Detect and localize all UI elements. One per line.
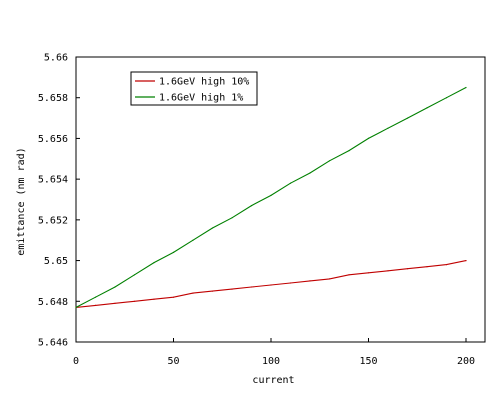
data-point bbox=[211, 227, 214, 229]
data-point bbox=[114, 302, 116, 304]
y-axis-title: emittance (nm rad) bbox=[16, 147, 27, 255]
y-tick-label: 5.654 bbox=[38, 175, 68, 186]
data-point bbox=[387, 127, 389, 129]
data-point bbox=[153, 298, 155, 300]
x-tick-label: 150 bbox=[359, 356, 377, 367]
x-axis-title: current bbox=[252, 375, 294, 386]
data-point bbox=[75, 306, 77, 308]
data-point bbox=[114, 286, 116, 288]
data-point bbox=[231, 288, 233, 290]
y-tick-label: 5.65 bbox=[44, 256, 68, 267]
data-point bbox=[309, 172, 311, 174]
data-point bbox=[270, 284, 272, 286]
data-point bbox=[153, 262, 155, 264]
data-point bbox=[192, 292, 194, 294]
data-point bbox=[172, 296, 175, 298]
data-point bbox=[387, 270, 389, 272]
plot-frame bbox=[75, 56, 486, 343]
data-point bbox=[406, 117, 409, 119]
data-point bbox=[445, 97, 448, 99]
data-point bbox=[309, 280, 311, 282]
data-point bbox=[231, 217, 233, 219]
data-point bbox=[270, 194, 272, 196]
data-point bbox=[211, 290, 214, 292]
legend-label-2: 1.6GeV high 1% bbox=[159, 93, 243, 104]
y-tick-label: 5.652 bbox=[38, 215, 68, 226]
legend-box bbox=[130, 71, 258, 106]
data-point bbox=[348, 150, 350, 152]
x-tick-label: 200 bbox=[457, 356, 475, 367]
data-point bbox=[406, 268, 409, 270]
axes: 5.646 5.648 5.65 5.652 5.654 5.656 5.658 5.66 0 5… bbox=[38, 53, 486, 367]
x-tick-label: 0 bbox=[73, 356, 79, 367]
data-point bbox=[94, 296, 97, 298]
data-point bbox=[367, 272, 370, 274]
data-point bbox=[289, 182, 292, 184]
data-point bbox=[426, 107, 428, 109]
legend: 1.6GeV high 10% 1.6GeV high 1% bbox=[130, 71, 258, 106]
y-tick-label: 5.66 bbox=[44, 53, 68, 64]
data-point bbox=[465, 86, 467, 89]
y-tick-label: 5.646 bbox=[38, 338, 68, 349]
data-point bbox=[192, 239, 194, 241]
series-layer bbox=[75, 86, 467, 308]
y-tick-label: 5.648 bbox=[38, 297, 68, 308]
x-tick-label: 50 bbox=[167, 356, 179, 367]
data-point bbox=[348, 274, 350, 276]
data-point bbox=[328, 278, 331, 280]
data-point bbox=[367, 137, 370, 139]
data-point bbox=[465, 260, 467, 262]
legend-label-1: 1.6GeV high 10% bbox=[159, 77, 249, 88]
data-point bbox=[250, 205, 253, 207]
data-point bbox=[133, 274, 136, 276]
y-tick-label: 5.656 bbox=[38, 134, 68, 145]
data-point bbox=[172, 251, 175, 253]
data-point bbox=[445, 264, 448, 266]
x-tick-label: 100 bbox=[262, 356, 280, 367]
data-point bbox=[94, 304, 97, 306]
data-point bbox=[250, 286, 253, 288]
data-point bbox=[328, 160, 331, 162]
data-point bbox=[289, 282, 292, 284]
data-point bbox=[133, 300, 136, 302]
y-tick-label: 5.658 bbox=[38, 93, 68, 104]
data-point bbox=[426, 266, 428, 268]
